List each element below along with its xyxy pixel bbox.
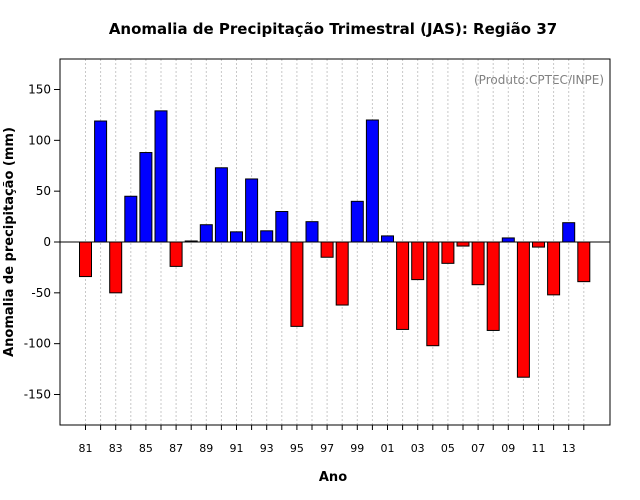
y-tick-label: 50	[36, 184, 51, 198]
x-tick-label: 99	[350, 442, 364, 455]
bar-1985	[139, 152, 153, 243]
x-tick-label: 05	[441, 442, 455, 455]
bars	[79, 110, 591, 378]
bar-1998	[335, 241, 349, 306]
bar-1983	[109, 241, 123, 294]
bar-2000	[365, 119, 379, 243]
x-tick-label: 03	[411, 442, 425, 455]
bar-2007	[471, 241, 485, 286]
y-tick-label: -150	[24, 388, 51, 402]
x-axis-label: Ano	[319, 470, 347, 485]
x-tick-label: 07	[471, 442, 485, 455]
x-tick-label: 01	[381, 442, 395, 455]
bar-1993	[260, 230, 274, 243]
bar-1989	[199, 224, 213, 243]
bar-2011	[532, 241, 545, 248]
bar-1994	[275, 211, 289, 243]
bar-1990	[214, 167, 228, 243]
bar-2008	[486, 241, 500, 331]
bar-2001	[381, 235, 394, 243]
bar-2014	[577, 241, 591, 283]
y-tick-label: 150	[28, 83, 51, 97]
bar-2005	[441, 241, 455, 264]
bar-1987	[169, 241, 183, 267]
x-tick-label: 97	[320, 442, 334, 455]
bar-2006	[456, 241, 470, 247]
x-tick-label: 87	[169, 442, 183, 455]
x-tick-label: 83	[109, 442, 123, 455]
x-tick-label: 89	[199, 442, 213, 455]
y-tick-label: 0	[43, 235, 51, 249]
bar-2012	[547, 241, 561, 296]
bar-1999	[350, 200, 364, 243]
bar-1986	[154, 110, 168, 243]
x-tick-label: 11	[532, 442, 546, 455]
x-tick-label: 93	[260, 442, 274, 455]
bar-2004	[426, 241, 440, 347]
x-tick-label: 81	[79, 442, 93, 455]
bar-1996	[305, 221, 319, 243]
x-tick-label: 95	[290, 442, 304, 455]
bar-2009	[501, 237, 515, 243]
bar-1982	[94, 120, 108, 243]
bar-1992	[245, 178, 259, 243]
y-tick-label: -50	[31, 286, 51, 300]
bar-2010	[516, 241, 530, 378]
x-tick-label: 85	[139, 442, 153, 455]
bar-2002	[396, 241, 410, 330]
x-tick-label: 09	[501, 442, 515, 455]
bar-1984	[124, 195, 138, 243]
bar-1981	[79, 241, 92, 278]
y-tick-label: -100	[24, 337, 51, 351]
bar-1991	[230, 231, 243, 243]
bar-2013	[562, 222, 576, 243]
y-tick-label: 100	[28, 133, 51, 147]
chart-title: Anomalia de Precipitação Trimestral (JAS…	[109, 20, 557, 38]
x-tick-label: 91	[230, 442, 244, 455]
bar-1997	[320, 241, 334, 258]
bar-2003	[411, 241, 425, 281]
x-tick-label: 13	[562, 442, 576, 455]
y-axis-label: Anomalia de precipitação (mm)	[2, 127, 17, 357]
bar-1995	[290, 241, 304, 327]
